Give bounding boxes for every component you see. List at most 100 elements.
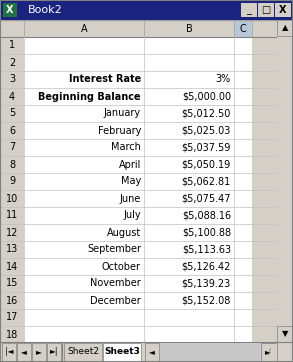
Bar: [261, 343, 277, 361]
Bar: [234, 190, 252, 207]
Bar: [24, 207, 144, 224]
Text: B: B: [186, 24, 193, 34]
Bar: [144, 292, 234, 309]
Text: $5,126.42: $5,126.42: [182, 261, 231, 272]
Bar: [144, 71, 234, 88]
Text: /: /: [268, 348, 270, 357]
Bar: [241, 3, 257, 17]
Text: Beginning Balance: Beginning Balance: [38, 92, 141, 101]
Bar: [145, 343, 159, 361]
Bar: [144, 275, 234, 292]
Bar: [144, 190, 234, 207]
Text: |◄: |◄: [5, 348, 13, 357]
Text: $5,152.08: $5,152.08: [182, 295, 231, 306]
Bar: [47, 343, 61, 361]
Text: $5,075.47: $5,075.47: [181, 194, 231, 203]
Bar: [24, 326, 144, 343]
Bar: [24, 156, 144, 173]
Bar: [234, 258, 252, 275]
Bar: [0, 241, 24, 258]
Text: 15: 15: [6, 278, 18, 289]
Bar: [234, 71, 252, 88]
Text: August: August: [107, 227, 141, 237]
Bar: [103, 343, 141, 361]
Text: _: _: [247, 5, 251, 15]
Text: ►|: ►|: [50, 348, 58, 357]
Text: Sheet3: Sheet3: [104, 348, 140, 357]
Bar: [275, 3, 291, 17]
Bar: [0, 309, 24, 326]
Bar: [24, 139, 144, 156]
Text: 1: 1: [9, 41, 15, 51]
Text: $5,012.50: $5,012.50: [182, 109, 231, 118]
Text: □: □: [261, 5, 271, 15]
Text: ▲: ▲: [282, 24, 288, 33]
Text: Book2: Book2: [28, 5, 63, 15]
Bar: [24, 241, 144, 258]
Bar: [24, 292, 144, 309]
Bar: [0, 0, 293, 20]
Text: March: March: [111, 143, 141, 152]
Bar: [0, 275, 24, 292]
Bar: [144, 88, 234, 105]
Text: 17: 17: [6, 312, 18, 323]
Bar: [2, 343, 16, 361]
Bar: [0, 326, 24, 343]
Bar: [24, 309, 144, 326]
Text: 4: 4: [9, 92, 15, 101]
Bar: [3, 3, 17, 17]
Text: 5: 5: [9, 109, 15, 118]
Bar: [0, 20, 24, 37]
Text: 14: 14: [6, 261, 18, 272]
Bar: [24, 105, 144, 122]
Text: October: October: [102, 261, 141, 272]
Text: $5,037.59: $5,037.59: [182, 143, 231, 152]
Bar: [144, 54, 234, 71]
Bar: [0, 342, 293, 362]
Bar: [234, 88, 252, 105]
Bar: [24, 190, 144, 207]
Bar: [234, 37, 252, 54]
Text: Sheet2: Sheet2: [67, 348, 99, 357]
Bar: [64, 343, 102, 361]
Text: $5,088.16: $5,088.16: [182, 210, 231, 220]
Bar: [24, 88, 144, 105]
Bar: [144, 241, 234, 258]
Bar: [0, 105, 24, 122]
Text: June: June: [120, 194, 141, 203]
Text: April: April: [119, 160, 141, 169]
Bar: [32, 343, 46, 361]
Text: July: July: [123, 210, 141, 220]
Bar: [261, 343, 275, 361]
Text: 8: 8: [9, 160, 15, 169]
Bar: [234, 173, 252, 190]
Text: $5,113.63: $5,113.63: [182, 244, 231, 254]
Bar: [0, 258, 24, 275]
Text: $5,139.23: $5,139.23: [182, 278, 231, 289]
Bar: [234, 309, 252, 326]
Bar: [277, 20, 293, 342]
Bar: [258, 3, 274, 17]
Bar: [160, 343, 260, 361]
Bar: [144, 139, 234, 156]
Bar: [144, 156, 234, 173]
Text: C: C: [240, 24, 246, 34]
Text: 7: 7: [9, 143, 15, 152]
Text: $5,100.88: $5,100.88: [182, 227, 231, 237]
Bar: [144, 122, 234, 139]
Bar: [234, 326, 252, 343]
Text: November: November: [90, 278, 141, 289]
Bar: [144, 258, 234, 275]
Text: $5,050.19: $5,050.19: [182, 160, 231, 169]
Bar: [277, 326, 293, 342]
Text: 6: 6: [9, 126, 15, 135]
Text: ►: ►: [265, 348, 271, 357]
Text: 9: 9: [9, 177, 15, 186]
Bar: [0, 207, 24, 224]
Bar: [0, 173, 24, 190]
Bar: [234, 156, 252, 173]
Bar: [277, 20, 293, 36]
Text: January: January: [104, 109, 141, 118]
Bar: [144, 37, 234, 54]
Text: $5,025.03: $5,025.03: [182, 126, 231, 135]
